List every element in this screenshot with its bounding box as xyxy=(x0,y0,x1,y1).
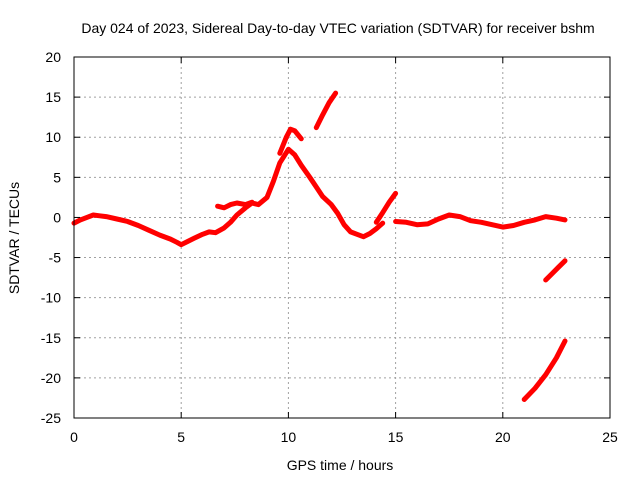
series-segment-10h xyxy=(277,126,304,156)
series-segment-7h xyxy=(215,199,255,211)
x-axis-label: GPS time / hours xyxy=(287,457,394,473)
y-tick-label: -20 xyxy=(41,370,61,386)
y-tick-label: 20 xyxy=(45,49,61,65)
y-tick-label: 15 xyxy=(45,89,61,105)
series-segment-15-23h xyxy=(393,212,568,230)
x-tick-label: 20 xyxy=(495,429,511,445)
x-tick-label: 5 xyxy=(177,429,185,445)
y-tick-label: -10 xyxy=(41,290,61,306)
grid xyxy=(74,57,610,418)
axis-ticks: 0 5 10 15 20 25 -25 -20 -15 -10 -5 0 5 10 15 20 xyxy=(41,49,618,445)
chart-title: Day 024 of 2023, Sidereal Day-to-day VTE… xyxy=(81,20,594,36)
y-tick-label: 10 xyxy=(45,129,61,145)
x-tick-label: 25 xyxy=(602,429,618,445)
y-tick-label: -25 xyxy=(41,410,61,426)
series-segment-21h-deep xyxy=(521,338,568,402)
y-tick-label: -5 xyxy=(49,250,62,266)
x-tick-label: 10 xyxy=(281,429,297,445)
series-main-track xyxy=(71,146,386,248)
series-segment-rise-14h xyxy=(373,190,399,225)
series-segment-22h-drop xyxy=(543,258,568,283)
series-group xyxy=(71,90,568,402)
x-tick-label: 15 xyxy=(388,429,404,445)
y-axis-label: SDTVAR / TECUs xyxy=(6,182,22,294)
y-tick-label: 0 xyxy=(53,209,61,225)
x-tick-label: 0 xyxy=(70,429,78,445)
y-tick-label: -15 xyxy=(41,330,61,346)
plot-frame xyxy=(73,56,611,419)
y-tick-label: 5 xyxy=(53,169,61,185)
series-segment-rise-12h xyxy=(313,90,339,131)
